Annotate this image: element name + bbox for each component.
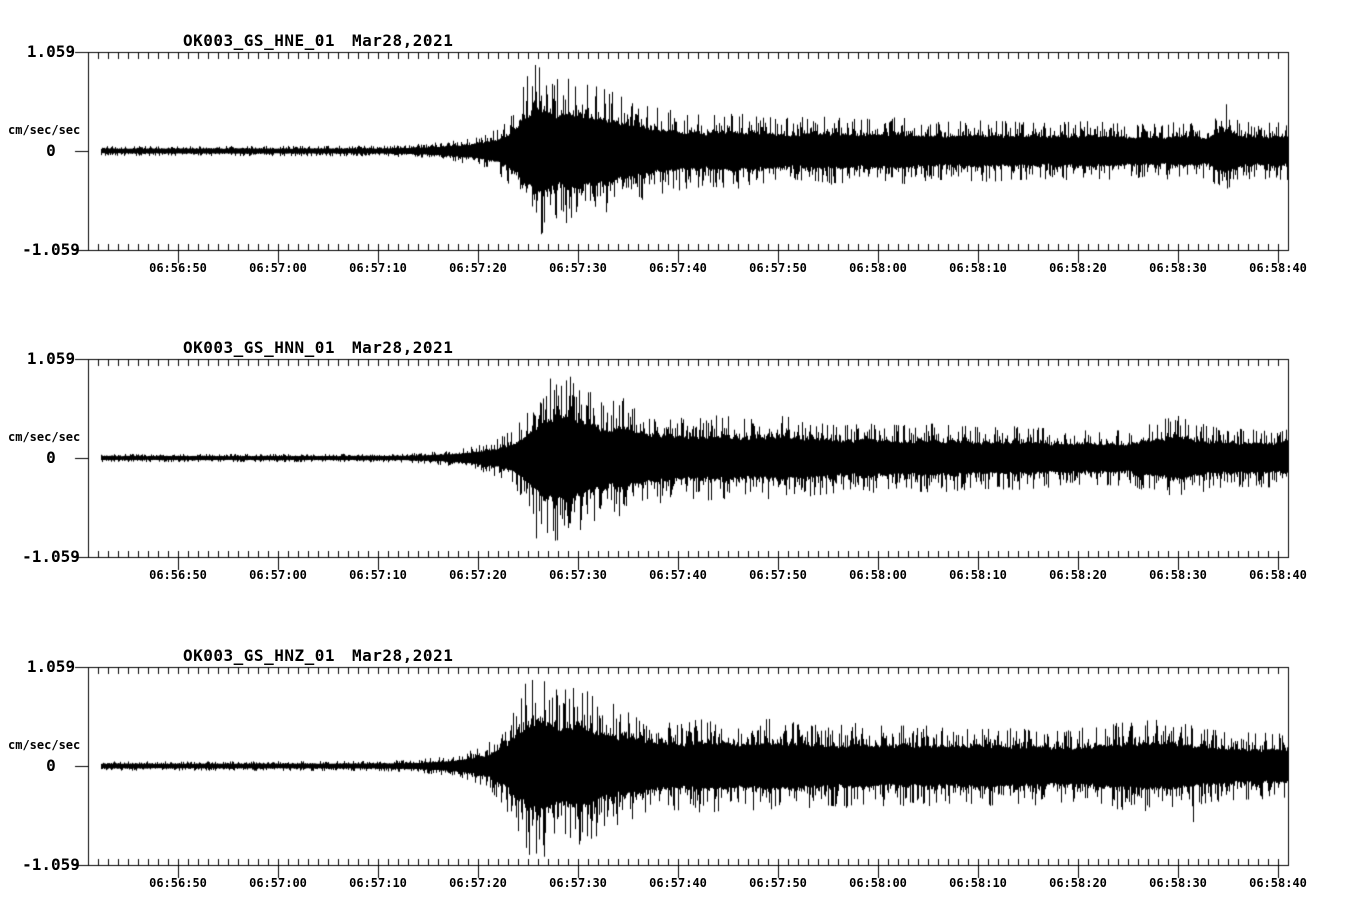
x-tick-label: 06:58:20 [1049,876,1107,890]
date-label: Mar28,2021 [352,31,454,50]
seismogram-panel-hne: OK003_GS_HNE_01 Mar28,2021 1.059 cm/sec/s… [0,31,1358,275]
date-label: Mar28,2021 [352,646,454,665]
date-label: Mar28,2021 [352,338,454,357]
x-tick-label: 06:57:40 [649,568,707,582]
x-tick-label: 06:57:10 [349,876,407,890]
x-tick-label: 06:56:50 [149,876,207,890]
x-tick-label: 06:57:00 [249,876,307,890]
waveform-canvas-hnz [56,663,1296,885]
x-tick-label: 06:57:50 [749,261,807,275]
x-tick-label: 06:56:50 [149,261,207,275]
x-tick-label: 06:57:20 [449,568,507,582]
x-tick-label: 06:57:00 [249,261,307,275]
x-tick-label: 06:58:00 [849,568,907,582]
x-tick-label: 06:58:40 [1249,261,1307,275]
x-tick-label: 06:57:10 [349,261,407,275]
x-tick-label: 06:58:00 [849,261,907,275]
y-axis-zero-label: 0 [46,756,56,775]
x-tick-label: 06:57:30 [549,876,607,890]
x-tick-label: 06:57:40 [649,876,707,890]
panel-title-hnn: OK003_GS_HNN_01 Mar28,2021 [183,338,453,357]
x-tick-label: 06:57:20 [449,261,507,275]
x-tick-label: 06:57:20 [449,876,507,890]
x-tick-label: 06:58:30 [1149,568,1207,582]
waveform-canvas-hne [56,48,1296,270]
x-tick-label: 06:57:30 [549,568,607,582]
x-tick-label: 06:58:40 [1249,568,1307,582]
x-tick-label: 06:58:10 [949,568,1007,582]
x-tick-label: 06:58:40 [1249,876,1307,890]
x-tick-label: 06:58:00 [849,876,907,890]
y-axis-zero-label: 0 [46,141,56,160]
panel-title-hne: OK003_GS_HNE_01 Mar28,2021 [183,31,453,50]
station-channel-label: OK003_GS_HNN_01 [183,338,335,357]
x-tick-label: 06:58:10 [949,876,1007,890]
x-tick-label: 06:57:30 [549,261,607,275]
x-tick-label: 06:56:50 [149,568,207,582]
x-tick-label: 06:58:20 [1049,261,1107,275]
seismogram-panel-hnn: OK003_GS_HNN_01 Mar28,2021 1.059 cm/sec/s… [0,338,1358,582]
station-channel-label: OK003_GS_HNZ_01 [183,646,335,665]
x-tick-label: 06:57:10 [349,568,407,582]
x-tick-label: 06:58:30 [1149,876,1207,890]
x-tick-label: 06:57:50 [749,876,807,890]
x-tick-label: 06:57:40 [649,261,707,275]
panel-title-hnz: OK003_GS_HNZ_01 Mar28,2021 [183,646,453,665]
x-tick-label: 06:58:30 [1149,261,1207,275]
waveform-canvas-hnn [56,355,1296,577]
seismogram-panel-hnz: OK003_GS_HNZ_01 Mar28,2021 1.059 cm/sec/s… [0,646,1358,890]
x-tick-label: 06:58:10 [949,261,1007,275]
x-tick-label: 06:57:50 [749,568,807,582]
station-channel-label: OK003_GS_HNE_01 [183,31,335,50]
x-tick-label: 06:57:00 [249,568,307,582]
x-tick-label: 06:58:20 [1049,568,1107,582]
y-axis-zero-label: 0 [46,448,56,467]
